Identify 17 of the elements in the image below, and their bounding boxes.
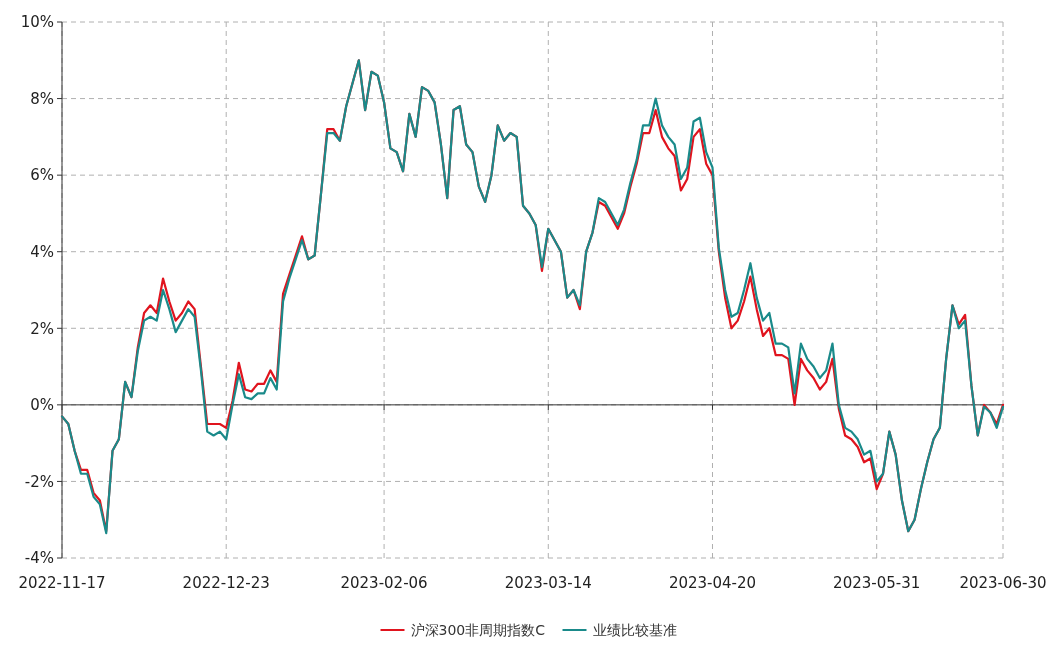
y-tick-label: 10% (20, 13, 54, 32)
x-tick-label: 2022-12-23 (182, 574, 270, 592)
y-tick-label: 8% (30, 89, 54, 108)
x-tick-label: 2023-06-30 (959, 574, 1047, 592)
y-tick-label: 4% (30, 242, 54, 261)
x-tick-label: 2023-04-20 (668, 574, 757, 592)
legend-label: 业绩比较基准 (592, 621, 677, 638)
y-tick-label: 6% (30, 166, 54, 185)
x-tick-label: 2023-03-14 (504, 574, 592, 592)
y-tick-label: 0% (30, 396, 54, 415)
x-tick-label: 2022-11-17 (18, 574, 106, 592)
y-tick-label: 2% (30, 319, 54, 338)
x-tick-label: 2023-05-31 (833, 574, 921, 592)
y-tick-label: -2% (24, 472, 54, 491)
y-tick-label: -4% (24, 549, 54, 568)
legend-label: 沪深300非周期指数C (410, 621, 546, 638)
x-tick-label: 2023-02-06 (340, 574, 428, 592)
